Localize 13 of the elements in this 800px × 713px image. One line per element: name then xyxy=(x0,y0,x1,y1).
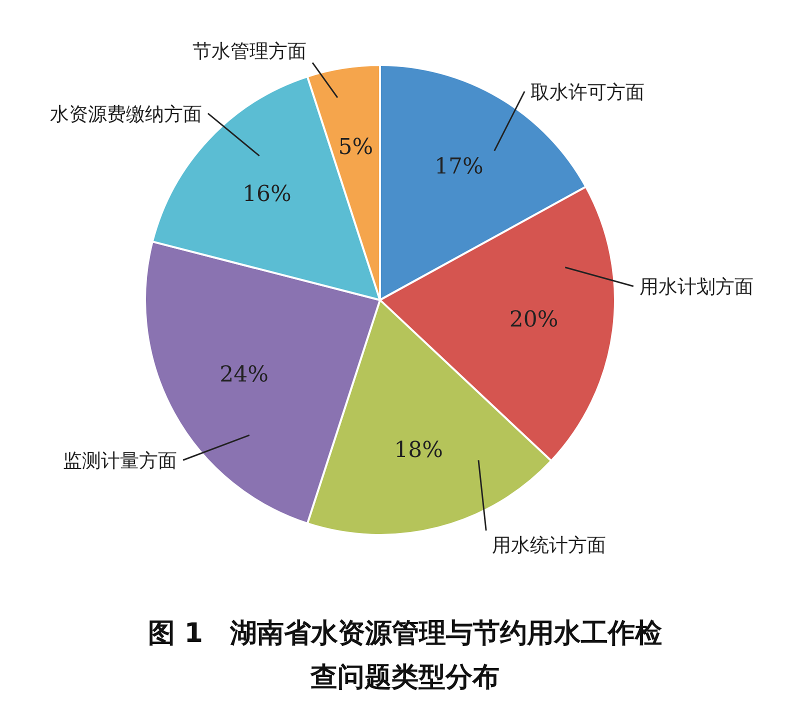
slice-label: 用水统计方面 xyxy=(492,534,606,557)
slice-label: 监测计量方面 xyxy=(63,450,178,472)
slice-label: 节水管理方面 xyxy=(192,40,306,63)
slice-label: 取水许可方面 xyxy=(530,81,645,104)
data-label: 17% xyxy=(434,154,484,180)
slice-label: 水资源费缴纳方面 xyxy=(50,103,202,126)
data-label: 24% xyxy=(220,362,269,388)
text: 图 1 湖南省水资源管理与节约用水工作检查问题类型分布 xyxy=(146,617,664,695)
slice-label: 用水计划方面 xyxy=(639,276,754,298)
data-label: 18% xyxy=(394,438,444,464)
data-label: 5% xyxy=(338,134,374,160)
data-label: 20% xyxy=(509,307,558,332)
data-label: 16% xyxy=(242,182,292,207)
